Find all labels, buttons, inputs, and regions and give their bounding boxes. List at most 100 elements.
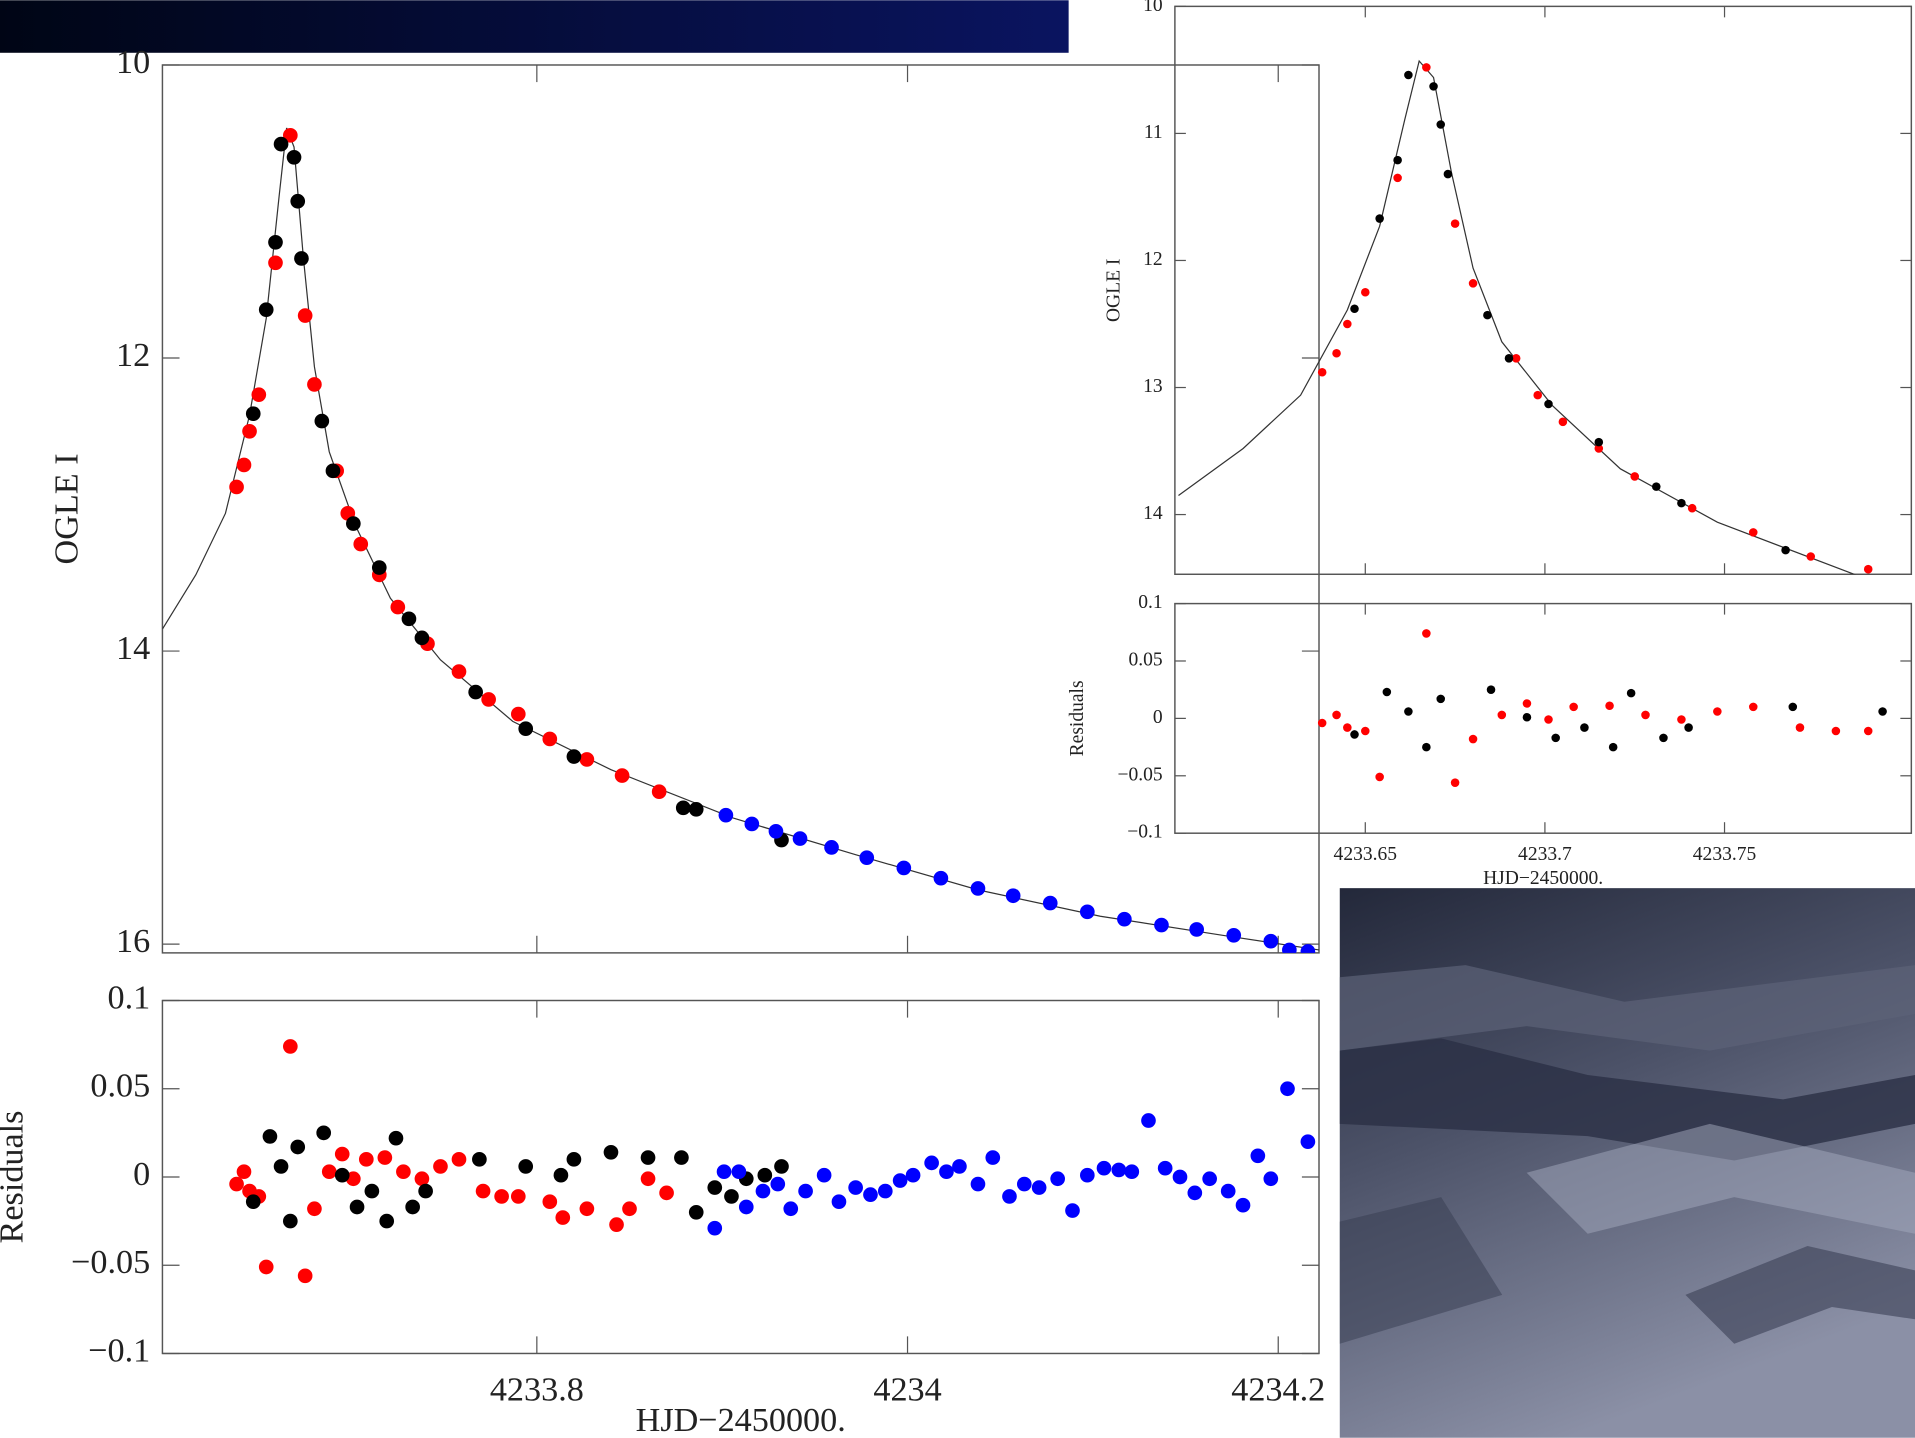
data-point [316, 1125, 332, 1141]
data-point [614, 768, 630, 783]
data-point [863, 1187, 878, 1202]
data-point [738, 1199, 754, 1215]
y-tick-label: −0.05 [1117, 764, 1162, 785]
data-point [1748, 528, 1758, 537]
data-point [258, 302, 274, 318]
model-curve [1178, 59, 1856, 575]
data-point [1580, 723, 1589, 732]
y-axis-label: OGLE I [1104, 259, 1125, 322]
data-point [542, 1194, 558, 1210]
data-point [1263, 933, 1279, 949]
data-point [831, 1194, 847, 1210]
data-point [472, 1152, 487, 1167]
data-point [659, 1185, 674, 1201]
data-point [553, 1167, 569, 1183]
data-point [1608, 742, 1618, 752]
data-point [229, 1176, 244, 1192]
data-point [675, 800, 691, 816]
data-point [1569, 702, 1578, 712]
data-point [1468, 279, 1478, 288]
data-point [1544, 715, 1553, 724]
data-point [1788, 702, 1798, 712]
data-point [481, 692, 496, 707]
data-point [433, 1159, 448, 1174]
data-point [1317, 367, 1327, 377]
data-point [1713, 707, 1722, 716]
data-point [1172, 1169, 1188, 1185]
data-point [1375, 214, 1384, 223]
data-point [307, 377, 322, 392]
data-point [1393, 155, 1402, 165]
y-tick-label: 0 [133, 1156, 150, 1193]
data-point [1748, 702, 1758, 712]
data-point [640, 1150, 656, 1165]
data-point [1687, 503, 1697, 513]
data-point [1079, 904, 1095, 920]
x-tick-label: 4233.7 [1518, 844, 1572, 865]
data-point [933, 870, 949, 886]
data-point [1157, 1160, 1173, 1176]
data-point [640, 1171, 656, 1187]
data-point [1422, 63, 1431, 72]
data-point [1504, 354, 1514, 363]
data-point [579, 752, 595, 767]
y-tick-label: −0.1 [88, 1332, 150, 1369]
data-point [1483, 310, 1492, 320]
data-point [518, 1159, 534, 1174]
data-point [1141, 1113, 1156, 1128]
data-point [1332, 348, 1341, 358]
data-point [1002, 1189, 1017, 1204]
data-point [877, 1183, 893, 1199]
data-point [1263, 1171, 1279, 1187]
data-point [1280, 1081, 1295, 1097]
data-point [1641, 710, 1650, 720]
data-point [1187, 1185, 1203, 1201]
data-point [674, 1150, 689, 1165]
data-point [1350, 304, 1359, 314]
data-point [952, 1159, 967, 1174]
x-tick-label: 4234 [873, 1372, 941, 1409]
data-point [939, 1164, 954, 1180]
data-point [1533, 390, 1542, 400]
y-axis-label: Residuals [1067, 680, 1088, 756]
data-layer [1178, 59, 1873, 575]
data-point [566, 749, 582, 764]
y-tick-label: 10 [1143, 0, 1163, 16]
data-point [1522, 699, 1532, 708]
x-tick-label: 4233.75 [1693, 844, 1756, 865]
data-point [1079, 1167, 1095, 1183]
data-point [1343, 319, 1352, 329]
data-point [268, 234, 283, 250]
data-point [334, 1167, 350, 1183]
data-point [1235, 1197, 1251, 1213]
data-point [346, 1171, 361, 1187]
data-point [314, 413, 330, 429]
data-point [418, 1183, 433, 1199]
y-tick-label: 10 [116, 44, 150, 81]
data-point [824, 840, 839, 855]
data-layer [229, 1039, 1316, 1284]
data-point [475, 1183, 491, 1199]
data-point [566, 1152, 582, 1167]
data-point [707, 1220, 723, 1236]
data-point [1677, 715, 1686, 724]
x-tick-label: 4233.8 [490, 1372, 584, 1409]
data-point [307, 1201, 322, 1217]
y-tick-label: 14 [116, 630, 150, 667]
data-point [1831, 726, 1841, 736]
data-point [451, 664, 467, 679]
data-point [1630, 472, 1639, 481]
data-point [1450, 778, 1460, 787]
data-point [892, 1173, 908, 1188]
y-tick-label: −0.05 [71, 1244, 150, 1281]
data-point [245, 406, 261, 422]
data-point [321, 1164, 337, 1180]
data-point [905, 1167, 921, 1183]
data-point [1436, 120, 1446, 129]
data-point [1031, 1180, 1047, 1195]
data-point [792, 831, 808, 846]
data-point [358, 1152, 374, 1167]
data-point [651, 784, 667, 800]
data-point [603, 1144, 619, 1160]
y-tick-label: 16 [116, 923, 150, 960]
